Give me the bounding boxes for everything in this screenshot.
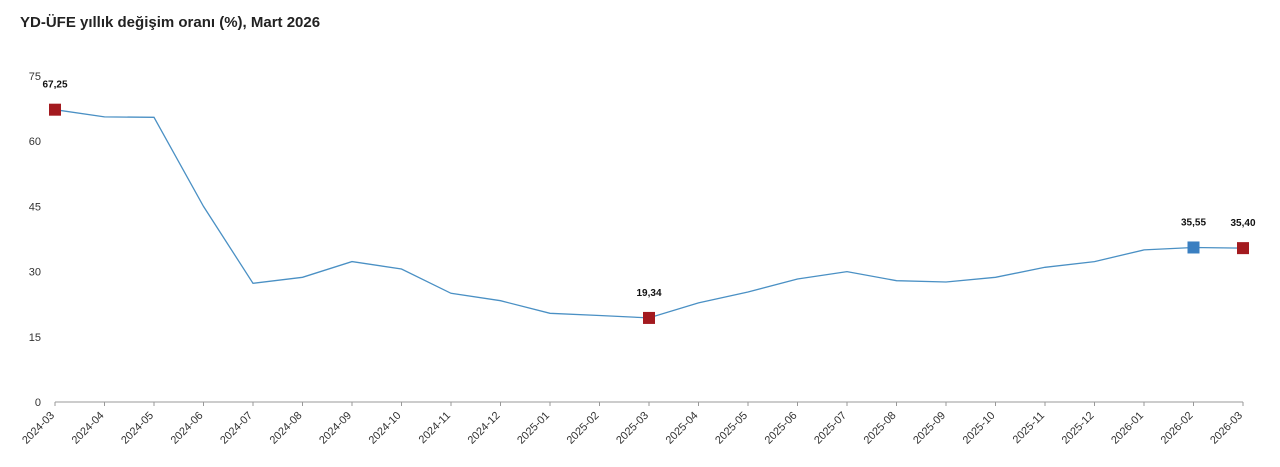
x-tick-label: 2025-03: [614, 410, 651, 447]
data-label: 19,34: [636, 288, 661, 299]
data-point-marker: [643, 311, 655, 324]
x-tick-label: 2025-07: [812, 410, 849, 447]
x-tick-label: 2025-11: [1011, 410, 1047, 446]
x-tick-label: 2025-08: [862, 410, 899, 447]
x-tick-label: 2025-02: [565, 410, 602, 447]
data-label: 67,25: [42, 80, 67, 91]
data-label: 35,55: [1181, 217, 1206, 228]
data-point-marker: [1187, 241, 1200, 254]
x-tick-label: 2026-03: [1208, 410, 1245, 447]
data-point-marker: [1237, 242, 1249, 255]
series-line: [54, 109, 1244, 319]
x-tick-label: 2025-12: [1060, 410, 1097, 447]
x-tick-label: 2024-11: [417, 410, 453, 446]
y-tick-label: 60: [29, 136, 41, 148]
x-tick-label: 2025-04: [664, 410, 701, 447]
x-tick-label: 2025-06: [763, 410, 800, 447]
x-tick-label: 2025-09: [911, 410, 948, 447]
x-tick-label: 2025-10: [961, 410, 998, 447]
x-tick-label: 2024-12: [466, 410, 503, 447]
x-tick-label: 2024-07: [218, 410, 255, 447]
y-tick-label: 75: [29, 71, 41, 83]
x-tick-label: 2024-06: [169, 410, 206, 447]
x-tick-label: 2024-08: [268, 410, 305, 447]
x-tick-label: 2025-01: [515, 410, 552, 447]
x-tick-label: 2026-01: [1109, 410, 1146, 447]
y-tick-label: 0: [35, 397, 41, 409]
chart-title: YD-ÜFE yıllık değişim oranı (%), Mart 20…: [20, 14, 321, 31]
x-tick-label: 2025-05: [713, 410, 750, 447]
x-tick-label: 2024-10: [367, 410, 404, 447]
data-label: 35,40: [1230, 218, 1255, 229]
data-point-marker: [49, 103, 61, 116]
x-tick-label: 2024-04: [70, 410, 107, 447]
x-tick-label: 2024-03: [20, 410, 57, 447]
y-tick-label: 45: [29, 201, 41, 213]
y-tick-label: 15: [29, 332, 41, 344]
x-tick-label: 2024-05: [119, 410, 156, 447]
x-tick-label: 2024-09: [317, 410, 354, 447]
x-tick-label: 2026-02: [1159, 410, 1196, 447]
y-tick-label: 30: [29, 267, 41, 279]
